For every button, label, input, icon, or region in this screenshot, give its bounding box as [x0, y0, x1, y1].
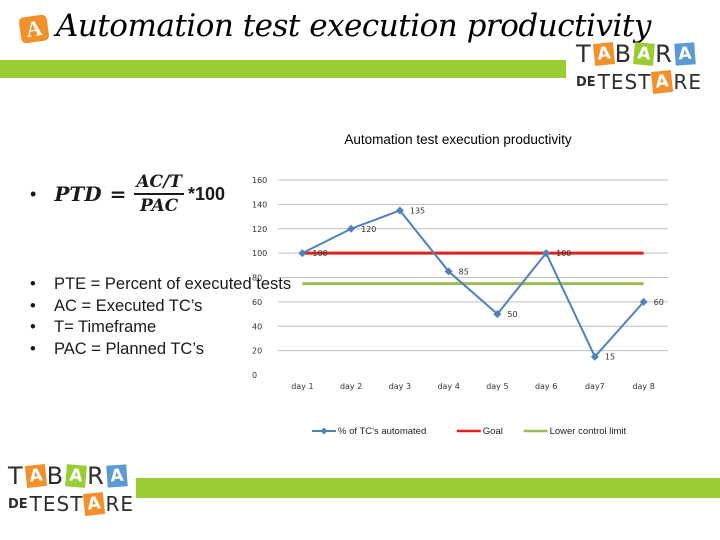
x-tick-label: day 8 [632, 382, 654, 391]
x-tick-label: day 1 [291, 382, 313, 391]
x-tick-label: day 5 [486, 382, 508, 391]
logo-letter: E [120, 492, 134, 516]
y-tick-label: 100 [252, 249, 267, 258]
data-label: 135 [410, 206, 425, 215]
data-point-marker [590, 352, 599, 361]
logo-tile: A [106, 464, 128, 488]
productivity-chart: Automation test execution productivity 0 2… [240, 120, 680, 450]
formula-bullet: • [30, 183, 37, 204]
data-label: 85 [459, 267, 469, 276]
data-point-marker [542, 249, 551, 258]
logo-letter: B [614, 40, 634, 68]
green-bar-top [0, 60, 566, 78]
data-label: 120 [361, 225, 376, 234]
data-point-marker [639, 297, 648, 306]
logo-letter: R [673, 70, 689, 94]
title-badge-icon: A [18, 14, 50, 44]
data-label: 100 [312, 249, 327, 258]
y-tick-label: 160 [252, 176, 267, 185]
logo-letter: T [70, 492, 84, 516]
y-tick-label: 20 [252, 347, 262, 356]
x-tick-label: day 3 [389, 382, 411, 391]
tabara-de-testare-logo: T A B A R A DE T E S T A R E [576, 40, 702, 94]
x-tick-label: day 4 [437, 382, 459, 391]
data-label: 60 [654, 298, 664, 307]
logo-letter: R [105, 492, 121, 516]
logo-letter: T [29, 492, 43, 516]
logo-letter: T [638, 70, 652, 94]
data-point-marker [347, 224, 356, 233]
logo-letter: S [624, 70, 639, 94]
logo-de: DE [8, 496, 28, 512]
logo-letter: E [42, 492, 57, 516]
data-point-marker [395, 206, 404, 215]
logo-tile: A [674, 42, 696, 66]
slide-title: Automation test execution productivity [56, 8, 651, 44]
data-point-marker [444, 267, 453, 276]
definition-item: AC = Executed TC’s [30, 296, 291, 318]
legend-label: Goal [483, 426, 503, 437]
y-tick-label: 120 [252, 225, 267, 234]
data-label: 50 [507, 310, 517, 319]
formula-denominator: PAC [140, 196, 179, 216]
x-tick-label: day 2 [340, 382, 362, 391]
logo-letter: R [655, 40, 674, 68]
y-tick-label: 0 [252, 371, 257, 380]
logo-de: DE [576, 74, 596, 90]
definitions-list: PTE = Percent of executed tests AC = Exe… [30, 274, 291, 360]
legend-label: Lower control limit [550, 426, 627, 437]
definition-item: T= Timeframe [30, 317, 291, 339]
logo-letter: E [688, 70, 702, 94]
definition-item: PAC = Planned TC’s [30, 339, 291, 361]
logo-letter: B [46, 462, 66, 490]
x-tick-label: day 6 [535, 382, 557, 391]
logo-letter: E [610, 70, 625, 94]
logo-letter: T [8, 462, 25, 490]
y-tick-label: 140 [252, 200, 267, 209]
logo-tile: A [651, 70, 674, 94]
green-bar-bottom [136, 478, 720, 498]
logo-tile: A [592, 42, 615, 66]
formula-lhs: PTD [54, 182, 102, 206]
formula-numerator: AC/T [134, 172, 184, 195]
logo-letter: T [597, 70, 611, 94]
chart-title: Automation test execution productivity [344, 132, 572, 147]
data-point-marker [493, 310, 502, 319]
logo-tile: A [65, 464, 88, 488]
y-tick-label: 40 [252, 322, 262, 331]
chart-svg: Automation test execution productivity 0 2… [252, 132, 668, 437]
logo-letter: R [87, 462, 106, 490]
y-tick-label: 80 [252, 274, 262, 283]
logo-tile: A [633, 42, 656, 66]
logo-tile: A [24, 464, 47, 488]
logo-letter: T [576, 40, 593, 68]
ptd-formula: • PTD = AC/T PAC *100 [30, 172, 225, 216]
tabara-de-testare-logo-footer: T A B A R A DE T E S T A R E [8, 462, 134, 516]
logo-tile: A [83, 492, 106, 516]
legend-marker [320, 427, 328, 435]
definition-item: PTE = Percent of executed tests [30, 274, 291, 296]
formula-multiplier: *100 [187, 183, 225, 204]
logo-letter: S [56, 492, 71, 516]
x-tick-label: day7 [585, 382, 605, 391]
data-label: 15 [605, 353, 615, 362]
data-label: 100 [556, 249, 571, 258]
formula-equals: = [109, 182, 127, 206]
y-tick-label: 60 [252, 298, 262, 307]
formula-fraction: AC/T PAC [134, 172, 184, 216]
data-point-marker [298, 249, 307, 258]
series-line-main [301, 209, 645, 359]
legend-label: % of TC's automated [338, 426, 426, 437]
